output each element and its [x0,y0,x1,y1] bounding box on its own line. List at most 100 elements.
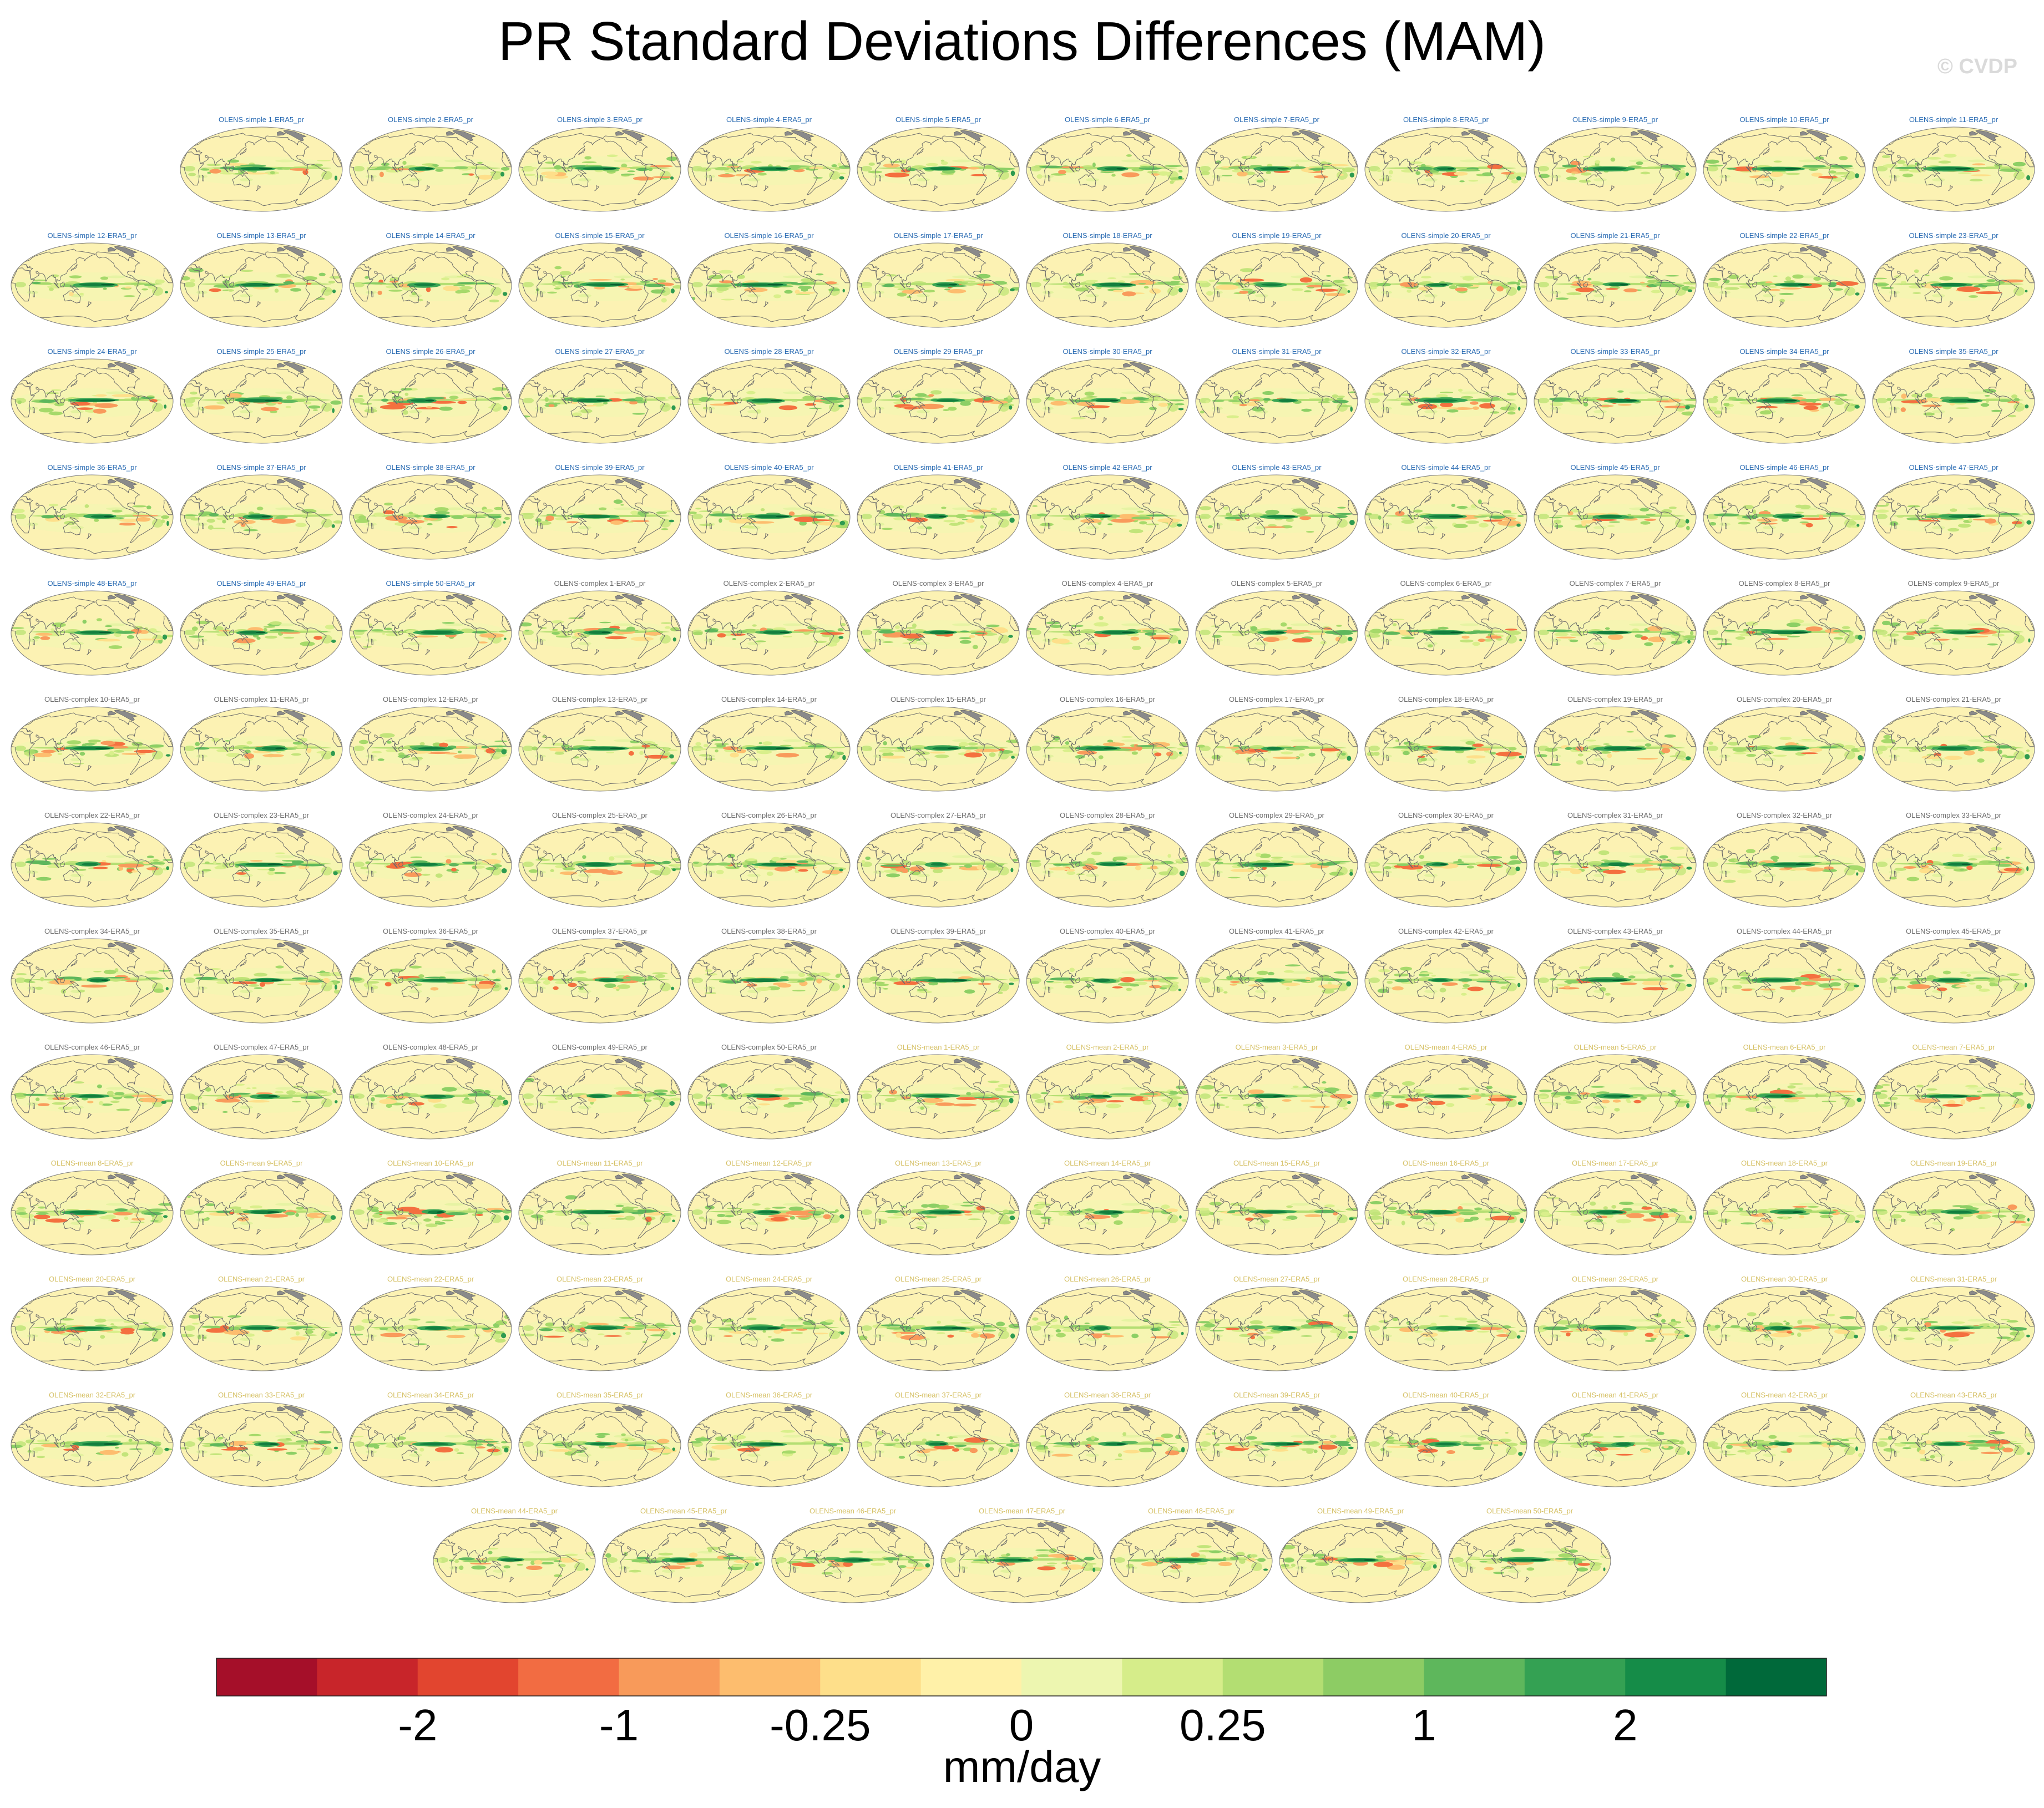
anomaly-patch [756,986,771,991]
anomaly-patch [312,409,318,411]
anomaly-patch [716,744,726,748]
anomaly-patch [215,1211,231,1213]
anomaly-patch [365,276,370,279]
anomaly-patch [776,168,788,170]
anomaly-patch [418,974,424,978]
anomaly-patch [1333,971,1349,974]
anomaly-patch [1828,170,1836,174]
anomaly-patch [220,1449,241,1451]
anomaly-patch [483,974,489,977]
anomaly-patch [1486,856,1502,859]
anomaly-patch [149,399,158,403]
anomaly-patch [1246,402,1258,407]
anomaly-patch [1135,865,1141,870]
anomaly-patch [1179,751,1182,754]
anomaly-patch [402,410,408,415]
anomaly-patch [796,1213,816,1216]
anomaly-patch [241,283,270,286]
anomaly-patch [1372,1093,1382,1097]
map-panel: OLENS-complex 8-ERA5_pr [1703,579,1866,676]
anomaly-patch [574,284,581,288]
panel-title: OLENS-mean 22-ERA5_pr [387,1275,474,1283]
map-border [518,938,681,1024]
anomaly-patch [1063,281,1068,285]
anomaly-patch [292,977,307,980]
anomaly-patch [900,398,925,400]
map-border [857,938,1020,1024]
map-border [1703,590,1866,676]
anomaly-patch [1299,516,1311,520]
anomaly-patch [798,286,812,290]
anomaly-patch [1050,1319,1058,1323]
anomaly-patch [1975,291,2002,295]
anomaly-patch [628,751,634,756]
anomaly-patch [543,980,550,985]
anomaly-patch [1230,981,1240,983]
panel-title: OLENS-complex 26-ERA5_pr [721,811,817,819]
world-map [857,707,1019,791]
anomaly-patch [1161,1204,1170,1209]
anomaly-patch [1983,741,1997,743]
anomaly-patch [1894,868,1906,871]
anomaly-patch [1733,752,1747,754]
anomaly-patch [1656,1333,1683,1336]
anomaly-patch [1953,1216,1964,1220]
anomaly-patch [1388,1206,1397,1211]
anomaly-patch [27,1450,32,1453]
anomaly-patch [829,1211,837,1213]
anomaly-patch [654,1089,668,1093]
anomaly-patch [1851,518,1865,520]
anomaly-patch [1951,1321,1965,1324]
world-map [857,939,1019,1023]
map-panel: OLENS-complex 3-ERA5_pr [857,579,1020,676]
anomaly-patch [1730,1325,1741,1328]
map-border [518,706,681,792]
anomaly-patch [715,749,719,753]
anomaly-patch [1250,626,1258,631]
anomaly-patch [1342,167,1355,173]
anomaly-patch [1880,287,1894,289]
map-border [1195,822,1358,908]
anomaly-patch [998,1083,1011,1088]
anomaly-patch [118,863,144,868]
anomaly-patch [764,1207,771,1210]
anomaly-patch [688,511,697,514]
anomaly-patch [1838,632,1846,636]
anomaly-patch [194,747,210,750]
anomaly-patch [1966,631,1978,634]
anomaly-patch [2013,632,2020,635]
anomaly-patch [280,632,301,634]
map-border [1703,822,1866,908]
map-panel: OLENS-simple 13-ERA5_pr [180,231,343,328]
anomaly-patch [1779,283,1805,286]
anomaly-patch [1502,976,1516,979]
anomaly-patch [166,866,170,870]
anomaly-patch [548,404,555,407]
anomaly-patch [1779,292,1794,295]
anomaly-patch [1717,1219,1732,1222]
anomaly-patch [1006,740,1019,743]
anomaly-patch [1519,756,1525,759]
anomaly-patch [1818,983,1834,988]
anomaly-patch [130,1221,145,1223]
anomaly-patch [1121,172,1140,178]
anomaly-patch [669,754,674,759]
map-panel: OLENS-simple 45-ERA5_pr [1534,463,1697,560]
anomaly-patch [885,1098,897,1102]
anomaly-patch [932,868,943,874]
anomaly-patch [1683,638,1696,640]
anomaly-patch [716,869,724,874]
anomaly-patch [203,1218,209,1221]
world-map [1026,591,1188,675]
anomaly-patch [1506,631,1521,635]
anomaly-patch [1900,407,1906,412]
map-border [1195,1170,1358,1255]
anomaly-patch [756,409,761,414]
anomaly-patch [124,286,132,288]
anomaly-patch [1090,1098,1107,1101]
map-panel: OLENS-mean 16-ERA5_pr [1364,1159,1527,1255]
anomaly-patch [162,634,168,640]
anomaly-patch [162,859,173,861]
anomaly-patch [1335,513,1354,515]
anomaly-patch [1874,283,1889,286]
